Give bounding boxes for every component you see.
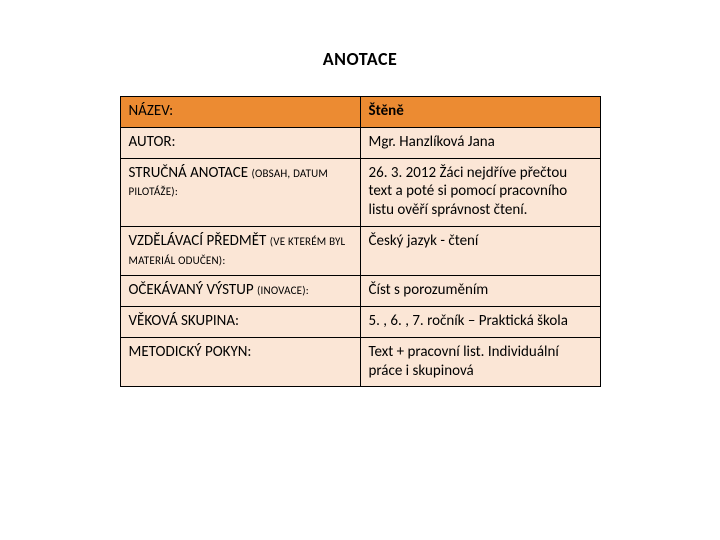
label-main: VZDĚLÁVACÍ PŘEDMĚT [129, 232, 270, 250]
table-row: STRUČNÁ ANOTACE (OBSAH, DATUM PILOTÁŽE):… [120, 158, 600, 226]
label-cell: OČEKÁVANÝ VÝSTUP (INOVACE): [120, 276, 360, 307]
page: ANOTACE NÁZEV: Štěně AUTOR: Mgr. Hanzlík… [0, 0, 720, 540]
label-main: NÁZEV: [129, 102, 174, 120]
value-cell: 5. , 6. , 7. ročník – Praktická škola [360, 307, 600, 338]
label-main: VĚKOVÁ SKUPINA: [129, 312, 240, 330]
value-cell: Text + pracovní list. Individuální práce… [360, 337, 600, 387]
label-cell: VZDĚLÁVACÍ PŘEDMĚT (VE KTERÉM BYL MATERI… [120, 226, 360, 276]
label-main: METODICKÝ POKYN: [129, 343, 252, 361]
label-cell: STRUČNÁ ANOTACE (OBSAH, DATUM PILOTÁŽE): [120, 158, 360, 226]
value-cell: Mgr. Hanzlíková Jana [360, 127, 600, 158]
annotation-table: NÁZEV: Štěně AUTOR: Mgr. Hanzlíková Jana… [120, 96, 601, 387]
value-cell: Číst s porozuměním [360, 276, 600, 307]
label-sub: (INOVACE): [257, 284, 309, 297]
label-main: AUTOR: [129, 133, 176, 151]
table-row: METODICKÝ POKYN: Text + pracovní list. I… [120, 337, 600, 387]
label-cell: NÁZEV: [120, 97, 360, 128]
table-row: VZDĚLÁVACÍ PŘEDMĚT (VE KTERÉM BYL MATERI… [120, 226, 600, 276]
table-row: AUTOR: Mgr. Hanzlíková Jana [120, 127, 600, 158]
table-row: VĚKOVÁ SKUPINA: 5. , 6. , 7. ročník – Pr… [120, 307, 600, 338]
page-title: ANOTACE [323, 48, 398, 70]
label-main: OČEKÁVANÝ VÝSTUP [129, 281, 258, 299]
table-row: NÁZEV: Štěně [120, 97, 600, 128]
label-cell: AUTOR: [120, 127, 360, 158]
value-cell: 26. 3. 2012 Žáci nejdříve přečtou text a… [360, 158, 600, 226]
label-cell: METODICKÝ POKYN: [120, 337, 360, 387]
table-row: OČEKÁVANÝ VÝSTUP (INOVACE): Číst s poroz… [120, 276, 600, 307]
value-cell: Český jazyk - čtení [360, 226, 600, 276]
value-cell: Štěně [360, 97, 600, 128]
label-main: STRUČNÁ ANOTACE [129, 164, 252, 182]
label-cell: VĚKOVÁ SKUPINA: [120, 307, 360, 338]
